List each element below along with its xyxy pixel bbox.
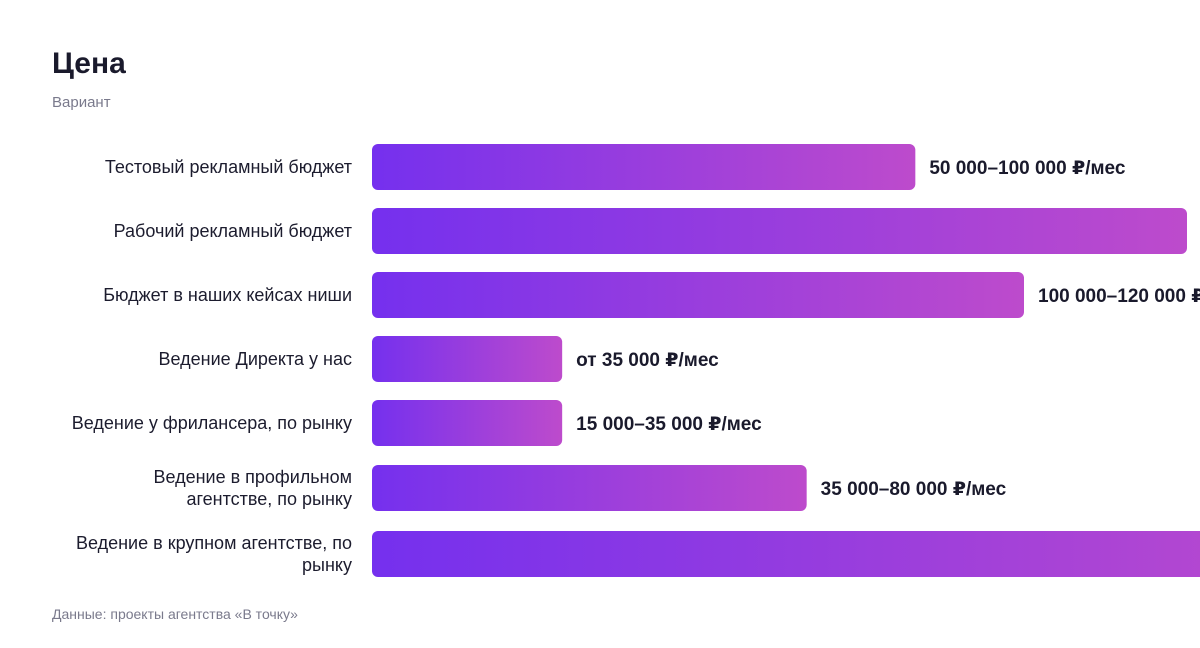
category-label: Тестовый рекламный бюджет (105, 157, 352, 177)
category-label: Бюджет в наших кейсах ниши (103, 285, 352, 305)
value-label: от 35 000 ₽/мес (576, 350, 719, 371)
category-label: Ведение у фрилансера, по рынку (72, 413, 352, 433)
bar (372, 465, 807, 511)
bar (372, 336, 563, 382)
category-label: Ведение в профильном агентстве, по рынку (153, 467, 352, 509)
bar (372, 144, 916, 190)
bar (372, 208, 1187, 254)
bar (372, 531, 1200, 577)
bar (372, 272, 1024, 318)
chart-source: Данные: проекты агентства «В точку» (52, 606, 298, 622)
bar (372, 400, 563, 446)
category-label: Рабочий рекламный бюджет (114, 221, 352, 241)
value-label: 15 000–35 000 ₽/мес (576, 414, 762, 435)
category-label: Ведение в крупном агентстве, по рынку (76, 533, 352, 575)
bars-layer: Тестовый рекламный бюджет 50 000–100 000 … (72, 144, 1200, 577)
chart-subtitle: Вариант (52, 94, 111, 111)
value-label: 50 000–100 000 ₽/мес (929, 158, 1126, 179)
category-label: Ведение Директа у нас (159, 349, 353, 369)
chart-title: Цена (52, 47, 126, 80)
value-label: 100 000–120 000 ₽/мес (1038, 286, 1200, 307)
value-label: 35 000–80 000 ₽/мес (821, 479, 1007, 500)
